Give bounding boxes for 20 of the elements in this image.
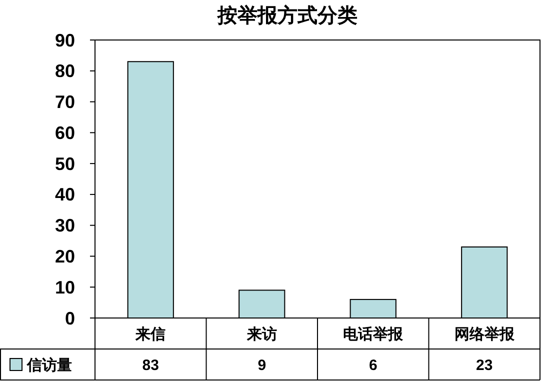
- y-tick-label: 50: [54, 154, 75, 174]
- y-tick-label: 80: [54, 61, 75, 82]
- y-tick-label: 70: [54, 92, 75, 112]
- x-tick-label: 来访: [246, 324, 277, 343]
- data-label: 83: [142, 356, 159, 374]
- x-tick-label: 网络举报: [454, 324, 516, 343]
- data-label: 9: [258, 356, 266, 374]
- legend-label: 信访量: [26, 356, 72, 374]
- y-tick-label: 10: [54, 277, 75, 298]
- y-tick-label: 40: [54, 184, 75, 205]
- y-tick-label: 90: [54, 30, 75, 50]
- y-tick-label: 20: [54, 246, 75, 267]
- data-label: 23: [476, 356, 493, 374]
- x-tick-label: 电话举报: [343, 324, 404, 343]
- chart-title: 按举报方式分类: [216, 3, 358, 27]
- y-tick-label: 0: [64, 308, 75, 328]
- data-label: 6: [368, 356, 378, 374]
- y-tick-label: 30: [54, 216, 75, 236]
- y-tick-label: 60: [54, 122, 75, 143]
- x-tick-label: 来信: [134, 324, 166, 343]
